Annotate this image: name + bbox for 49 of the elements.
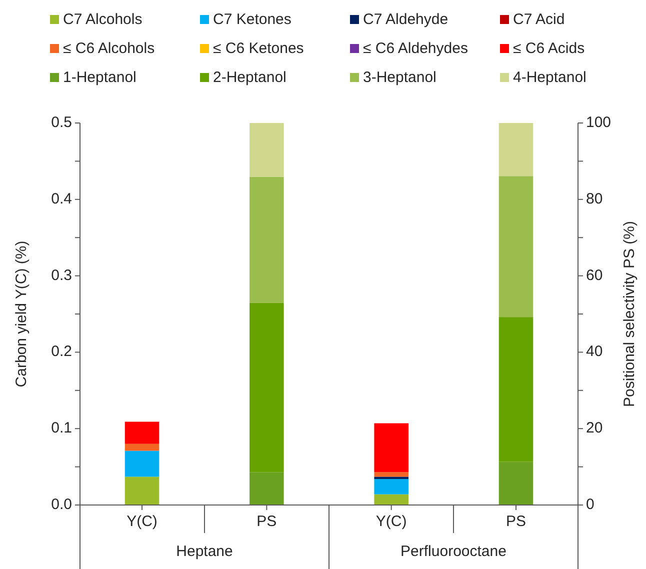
legend-label: 4-Heptanol bbox=[513, 68, 586, 86]
bar bbox=[374, 476, 408, 480]
bar bbox=[498, 123, 534, 176]
x-tick-label: PS bbox=[506, 512, 526, 530]
y-tick-label: 0.0 bbox=[51, 496, 72, 513]
bar bbox=[374, 472, 408, 477]
y2-tick-label: 0 bbox=[586, 496, 594, 513]
y-tick-label: 0.4 bbox=[51, 190, 72, 208]
y2-tick-label: 80 bbox=[586, 190, 603, 208]
bar bbox=[498, 462, 534, 505]
text: Heptane bbox=[176, 542, 233, 560]
legend-label: 3-Heptanol bbox=[363, 68, 436, 86]
y2-tick-label: 60 bbox=[586, 266, 603, 284]
bar bbox=[250, 302, 284, 472]
y2-axis-title: Positional selectivity PS (%) bbox=[620, 221, 638, 407]
legend-label: ≤ C6 Aldehydes bbox=[363, 40, 468, 57]
bar bbox=[374, 479, 408, 494]
legend-label: ≤ C6 Ketones bbox=[213, 40, 304, 57]
bar bbox=[498, 176, 534, 318]
legend-label: ≤ C6 Acids bbox=[513, 40, 585, 57]
bar bbox=[374, 423, 408, 472]
bar bbox=[374, 494, 408, 505]
y2-tick-label: 40 bbox=[586, 343, 603, 360]
bar bbox=[124, 476, 160, 505]
bar bbox=[250, 176, 284, 303]
y-axis-title: Carbon yield Y(C) (%) bbox=[12, 240, 30, 388]
bar bbox=[124, 444, 160, 451]
legend-label: ≤ C6 Alcohols bbox=[63, 40, 155, 57]
text: Perfluorooctane bbox=[400, 542, 506, 560]
bar bbox=[250, 472, 284, 505]
legend-label: C7 Aldehyde bbox=[363, 10, 448, 28]
bar bbox=[250, 123, 284, 177]
legend-label: 1-Heptanol bbox=[63, 68, 136, 86]
x-tick-label: PS bbox=[256, 512, 277, 530]
x-tick-label: Y(C) bbox=[376, 512, 407, 530]
bar bbox=[498, 317, 534, 462]
y-tick-label: 0.1 bbox=[51, 420, 72, 437]
y-tick-label: 0.2 bbox=[51, 343, 72, 360]
y2-tick-label: 20 bbox=[586, 420, 603, 437]
bar bbox=[124, 450, 160, 477]
y2-tick-label: 100 bbox=[586, 114, 612, 131]
legend-label: C7 Ketones bbox=[213, 10, 292, 28]
legend-label: 2-Heptanol bbox=[213, 68, 286, 86]
x-tick-label: Y(C) bbox=[126, 512, 158, 530]
bar bbox=[124, 422, 160, 444]
legend-label: C7 Acid bbox=[513, 10, 565, 28]
y-tick-label: 0.3 bbox=[51, 266, 72, 284]
legend-label: C7 Alcohols bbox=[63, 10, 142, 28]
y-tick-label: 0.5 bbox=[51, 114, 72, 131]
